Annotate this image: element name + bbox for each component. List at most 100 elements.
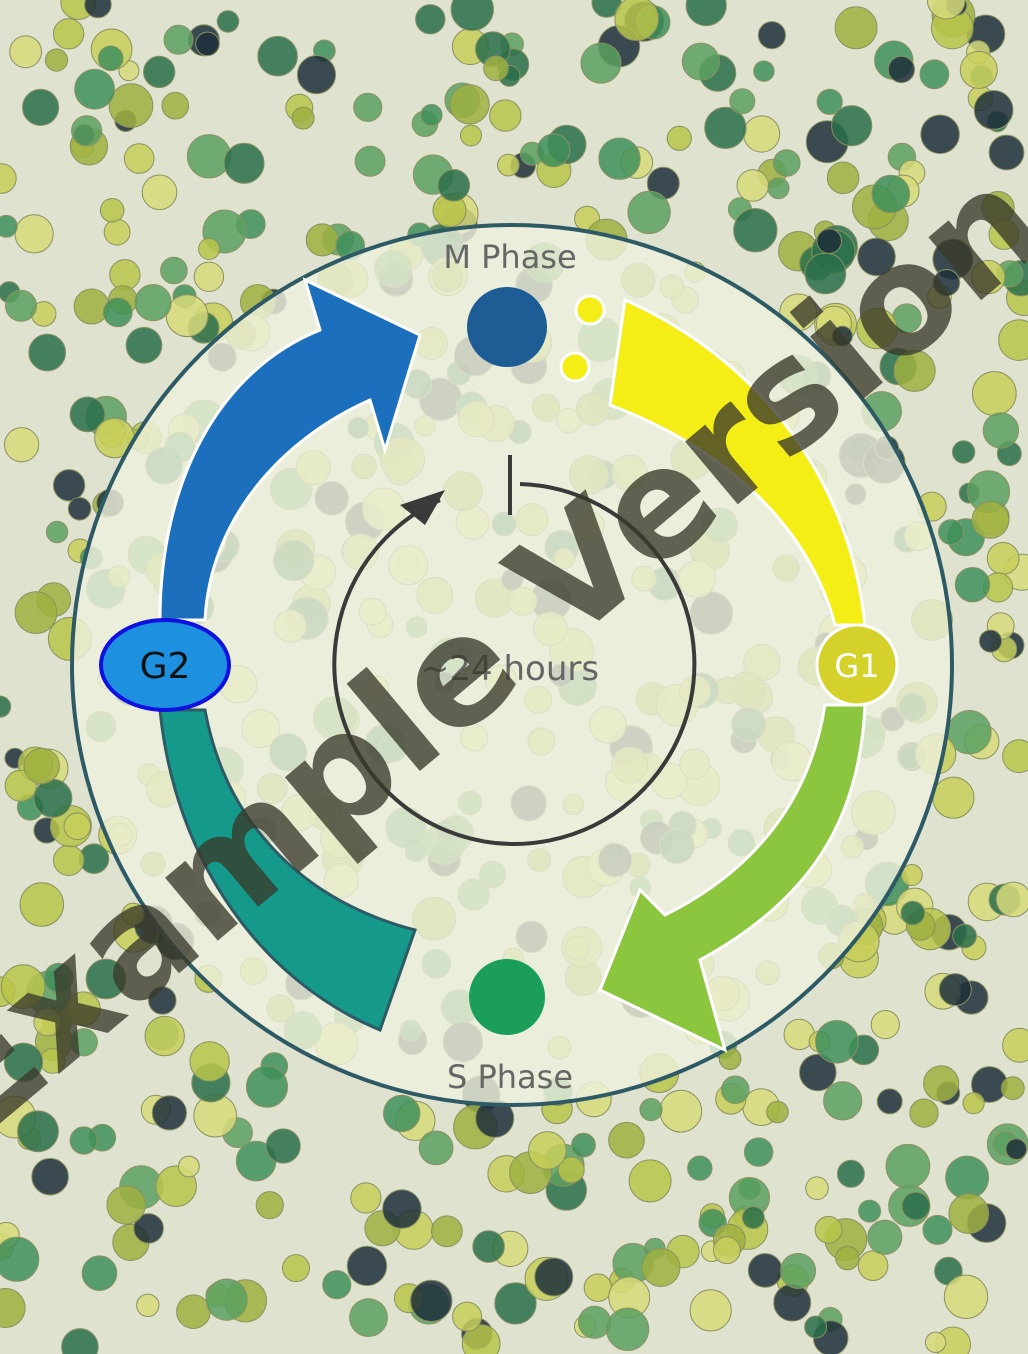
cell: [871, 1011, 899, 1039]
cell: [29, 334, 66, 371]
cell: [490, 100, 521, 131]
cell: [297, 56, 335, 94]
cell: [107, 1186, 145, 1224]
cell: [10, 36, 42, 68]
cell: [920, 60, 949, 89]
cell: [177, 1295, 211, 1329]
cell: [15, 592, 57, 634]
cell: [742, 1207, 764, 1229]
cell: [126, 327, 162, 363]
cell: [419, 1131, 453, 1165]
cell: [996, 882, 1028, 917]
cell: [537, 134, 570, 167]
cell: [773, 150, 800, 177]
cell: [53, 19, 83, 49]
cell: [421, 104, 442, 125]
cell: [963, 1093, 984, 1114]
cell: [688, 1156, 712, 1180]
cell: [0, 215, 17, 237]
cell: [74, 289, 109, 324]
cell: [581, 43, 621, 83]
cell: [1006, 1139, 1027, 1160]
cell: [354, 93, 382, 121]
cell: [806, 1177, 829, 1200]
cell: [837, 1160, 864, 1187]
cell: [955, 568, 989, 602]
cell: [609, 1122, 645, 1158]
cell: [835, 7, 877, 49]
cell: [960, 51, 997, 88]
cell: [667, 126, 691, 150]
cell: [827, 162, 859, 194]
cell: [989, 135, 1024, 170]
cell: [206, 1279, 247, 1320]
cell: [411, 1280, 452, 1321]
cell: [774, 1284, 811, 1321]
cell: [256, 1192, 283, 1219]
cell: [194, 262, 223, 291]
cell: [416, 5, 445, 34]
cell: [972, 502, 1009, 539]
cell: [217, 11, 239, 33]
m-phase-dot: [467, 287, 547, 367]
cell: [615, 0, 659, 41]
cell: [535, 1258, 573, 1296]
cell: [70, 1127, 97, 1154]
cell: [572, 1133, 596, 1157]
cell: [952, 441, 974, 463]
cell: [925, 1332, 945, 1352]
cell: [730, 89, 755, 114]
cell: [75, 69, 115, 109]
cell: [744, 116, 780, 152]
cell: [292, 107, 314, 129]
cell: [868, 1220, 902, 1254]
cell: [983, 413, 1018, 448]
cell: [902, 1192, 930, 1220]
cell: [258, 36, 298, 76]
cell: [124, 144, 154, 174]
cell: [946, 1156, 989, 1199]
cell: [529, 1132, 567, 1170]
cell: [5, 428, 39, 462]
cell: [816, 1021, 859, 1064]
cell: [142, 175, 177, 210]
cell: [836, 1246, 860, 1270]
cell: [100, 199, 124, 223]
cell: [640, 1099, 662, 1121]
cell: [949, 1194, 989, 1234]
cell: [901, 901, 925, 925]
cell: [144, 56, 175, 87]
cell: [690, 1290, 731, 1331]
cell: [484, 56, 509, 81]
cell: [0, 1237, 39, 1281]
cell: [46, 521, 67, 542]
m-phase-label: M Phase: [443, 238, 576, 276]
cell: [453, 1302, 482, 1331]
cell: [196, 32, 220, 56]
cell: [384, 1095, 420, 1131]
cell: [768, 178, 789, 199]
cell: [832, 106, 872, 146]
cell: [351, 1183, 381, 1213]
cell: [224, 143, 264, 183]
g2-label: G2: [140, 646, 191, 687]
cell: [473, 1231, 505, 1263]
cell: [498, 154, 520, 176]
cell: [72, 116, 102, 146]
cell: [888, 56, 914, 82]
cell: [815, 1216, 842, 1243]
cell: [53, 845, 83, 875]
cell: [152, 1096, 186, 1130]
cell: [805, 1316, 827, 1338]
cell: [758, 22, 785, 49]
cell: [734, 209, 777, 252]
cell: [383, 1190, 422, 1229]
cell: [266, 1129, 300, 1163]
cell: [104, 219, 130, 245]
cell: [98, 46, 123, 71]
cell: [953, 924, 977, 948]
cell: [877, 1089, 902, 1114]
cell: [45, 49, 67, 71]
cell: [164, 25, 193, 54]
cell: [599, 138, 640, 179]
